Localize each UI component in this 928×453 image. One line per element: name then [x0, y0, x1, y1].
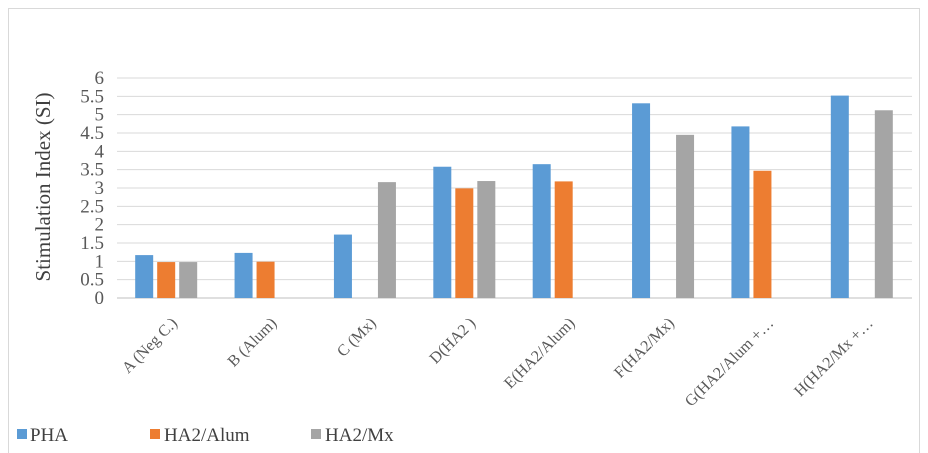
- category-label-5: F(HA2/Mx): [611, 315, 678, 382]
- y-axis-label: Stimulation Index (SI): [31, 93, 55, 282]
- bar-6-0: [731, 126, 750, 299]
- bar-0-2: [179, 262, 198, 298]
- legend-swatch-0: [17, 429, 27, 439]
- y-tick-label-9: 4.5: [80, 123, 104, 144]
- bar-7-0: [830, 95, 849, 298]
- legend-label-0: PHA: [30, 425, 68, 446]
- category-label-7: H(HA2/Mx +…: [791, 315, 876, 400]
- y-tick-label-11: 5.5: [80, 86, 104, 107]
- bar-1-0: [234, 252, 253, 298]
- bar-2-0: [333, 234, 352, 298]
- category-label-0: A (Neg C.): [119, 315, 181, 377]
- category-label-6: G(HA2/Alum +…: [682, 315, 777, 410]
- legend-swatch-1: [150, 429, 160, 439]
- y-tick-label-0: 0: [95, 288, 105, 309]
- y-tick-label-4: 2: [95, 215, 105, 236]
- y-axis-ticks: 00.511.522.533.544.555.56: [80, 68, 104, 309]
- y-tick-label-1: 0.5: [80, 270, 104, 291]
- category-label-2: C (Mx): [334, 315, 380, 361]
- category-labels: A (Neg C.) B (Alum) C (Mx) D(HA2 ) E(HA2/Alu…: [119, 315, 877, 410]
- bar-4-0: [532, 164, 551, 298]
- category-label-4: E(HA2/Alum): [501, 315, 578, 392]
- y-tick-label-10: 5: [95, 105, 105, 126]
- bar-2-2: [377, 182, 396, 298]
- y-tick-label-8: 4: [95, 141, 105, 162]
- bar-5-0: [632, 103, 651, 298]
- bar-6-1: [753, 170, 772, 298]
- y-tick-label-3: 1.5: [80, 233, 104, 254]
- bar-1-1: [256, 261, 275, 298]
- bar-0-1: [157, 262, 176, 298]
- bars: [135, 95, 893, 299]
- bar-5-2: [676, 134, 695, 298]
- legend-label-1: HA2/Alum: [164, 425, 250, 446]
- category-label-3: D(HA2 ): [427, 315, 480, 368]
- y-tick-label-6: 3: [95, 178, 105, 199]
- bar-3-2: [477, 181, 496, 298]
- y-tick-label-7: 3.5: [80, 160, 104, 181]
- y-tick-label-2: 1: [95, 251, 105, 272]
- bar-0-0: [135, 255, 154, 298]
- y-tick-label-12: 6: [95, 68, 105, 89]
- bar-3-1: [455, 188, 474, 298]
- legend-label-2: HA2/Mx: [325, 425, 394, 446]
- y-tick-label-5: 2.5: [80, 196, 104, 217]
- category-label-1: B (Alum): [225, 315, 281, 371]
- legend: PHA HA2/Alum HA2/Mx: [17, 425, 394, 446]
- bar-7-2: [874, 110, 893, 299]
- bar-4-1: [554, 181, 573, 298]
- bar-3-0: [433, 166, 452, 298]
- legend-swatch-2: [311, 429, 321, 439]
